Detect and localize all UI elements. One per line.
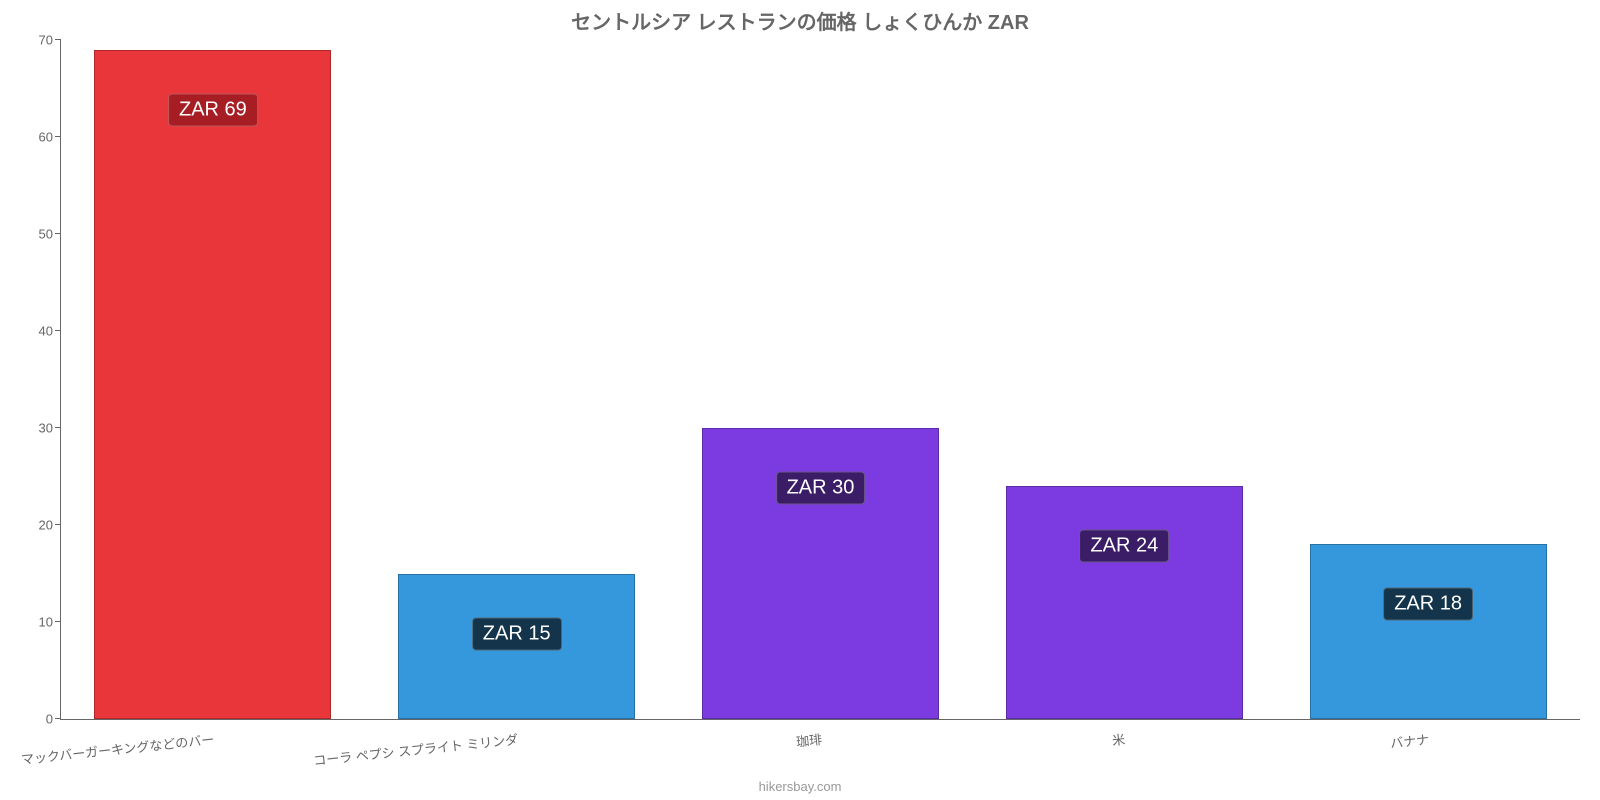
y-tick-label: 10: [39, 615, 53, 630]
y-tick-mark: [55, 427, 61, 428]
bar: [1006, 486, 1243, 719]
y-tick-mark: [55, 330, 61, 331]
y-tick-label: 40: [39, 324, 53, 339]
y-tick-label: 0: [46, 712, 53, 727]
bar: [1310, 544, 1547, 719]
y-tick-label: 70: [39, 33, 53, 48]
x-tick-label: バナナ: [1389, 729, 1430, 752]
x-tick-label: 珈琲: [795, 729, 823, 751]
attribution: hikersbay.com: [0, 779, 1600, 794]
y-tick-mark: [55, 136, 61, 137]
bar-value-label: ZAR 15: [472, 617, 562, 650]
chart-title: セントルシア レストランの価格 しょくひんか ZAR: [0, 6, 1600, 35]
y-tick-mark: [55, 621, 61, 622]
bar-value-label: ZAR 69: [168, 93, 258, 126]
plot-area: 010203040506070ZAR 69マックバーガーキングなどのバーZAR …: [60, 40, 1580, 720]
bar-value-label: ZAR 18: [1383, 588, 1473, 621]
y-tick-label: 60: [39, 130, 53, 145]
x-tick-label: 米: [1111, 729, 1126, 749]
y-tick-mark: [55, 718, 61, 719]
y-tick-mark: [55, 524, 61, 525]
bar-value-label: ZAR 30: [776, 472, 866, 505]
y-tick-mark: [55, 39, 61, 40]
x-tick-label: マックバーガーキングなどのバー: [20, 729, 215, 768]
y-tick-mark: [55, 233, 61, 234]
bar-value-label: ZAR 24: [1079, 530, 1169, 563]
chart-container: セントルシア レストランの価格 しょくひんか ZAR 0102030405060…: [0, 0, 1600, 800]
y-tick-label: 20: [39, 518, 53, 533]
y-tick-label: 30: [39, 421, 53, 436]
bar: [94, 50, 331, 719]
x-tick-label: コーラ ペプシ スプライト ミリンダ: [312, 729, 519, 769]
y-tick-label: 50: [39, 227, 53, 242]
